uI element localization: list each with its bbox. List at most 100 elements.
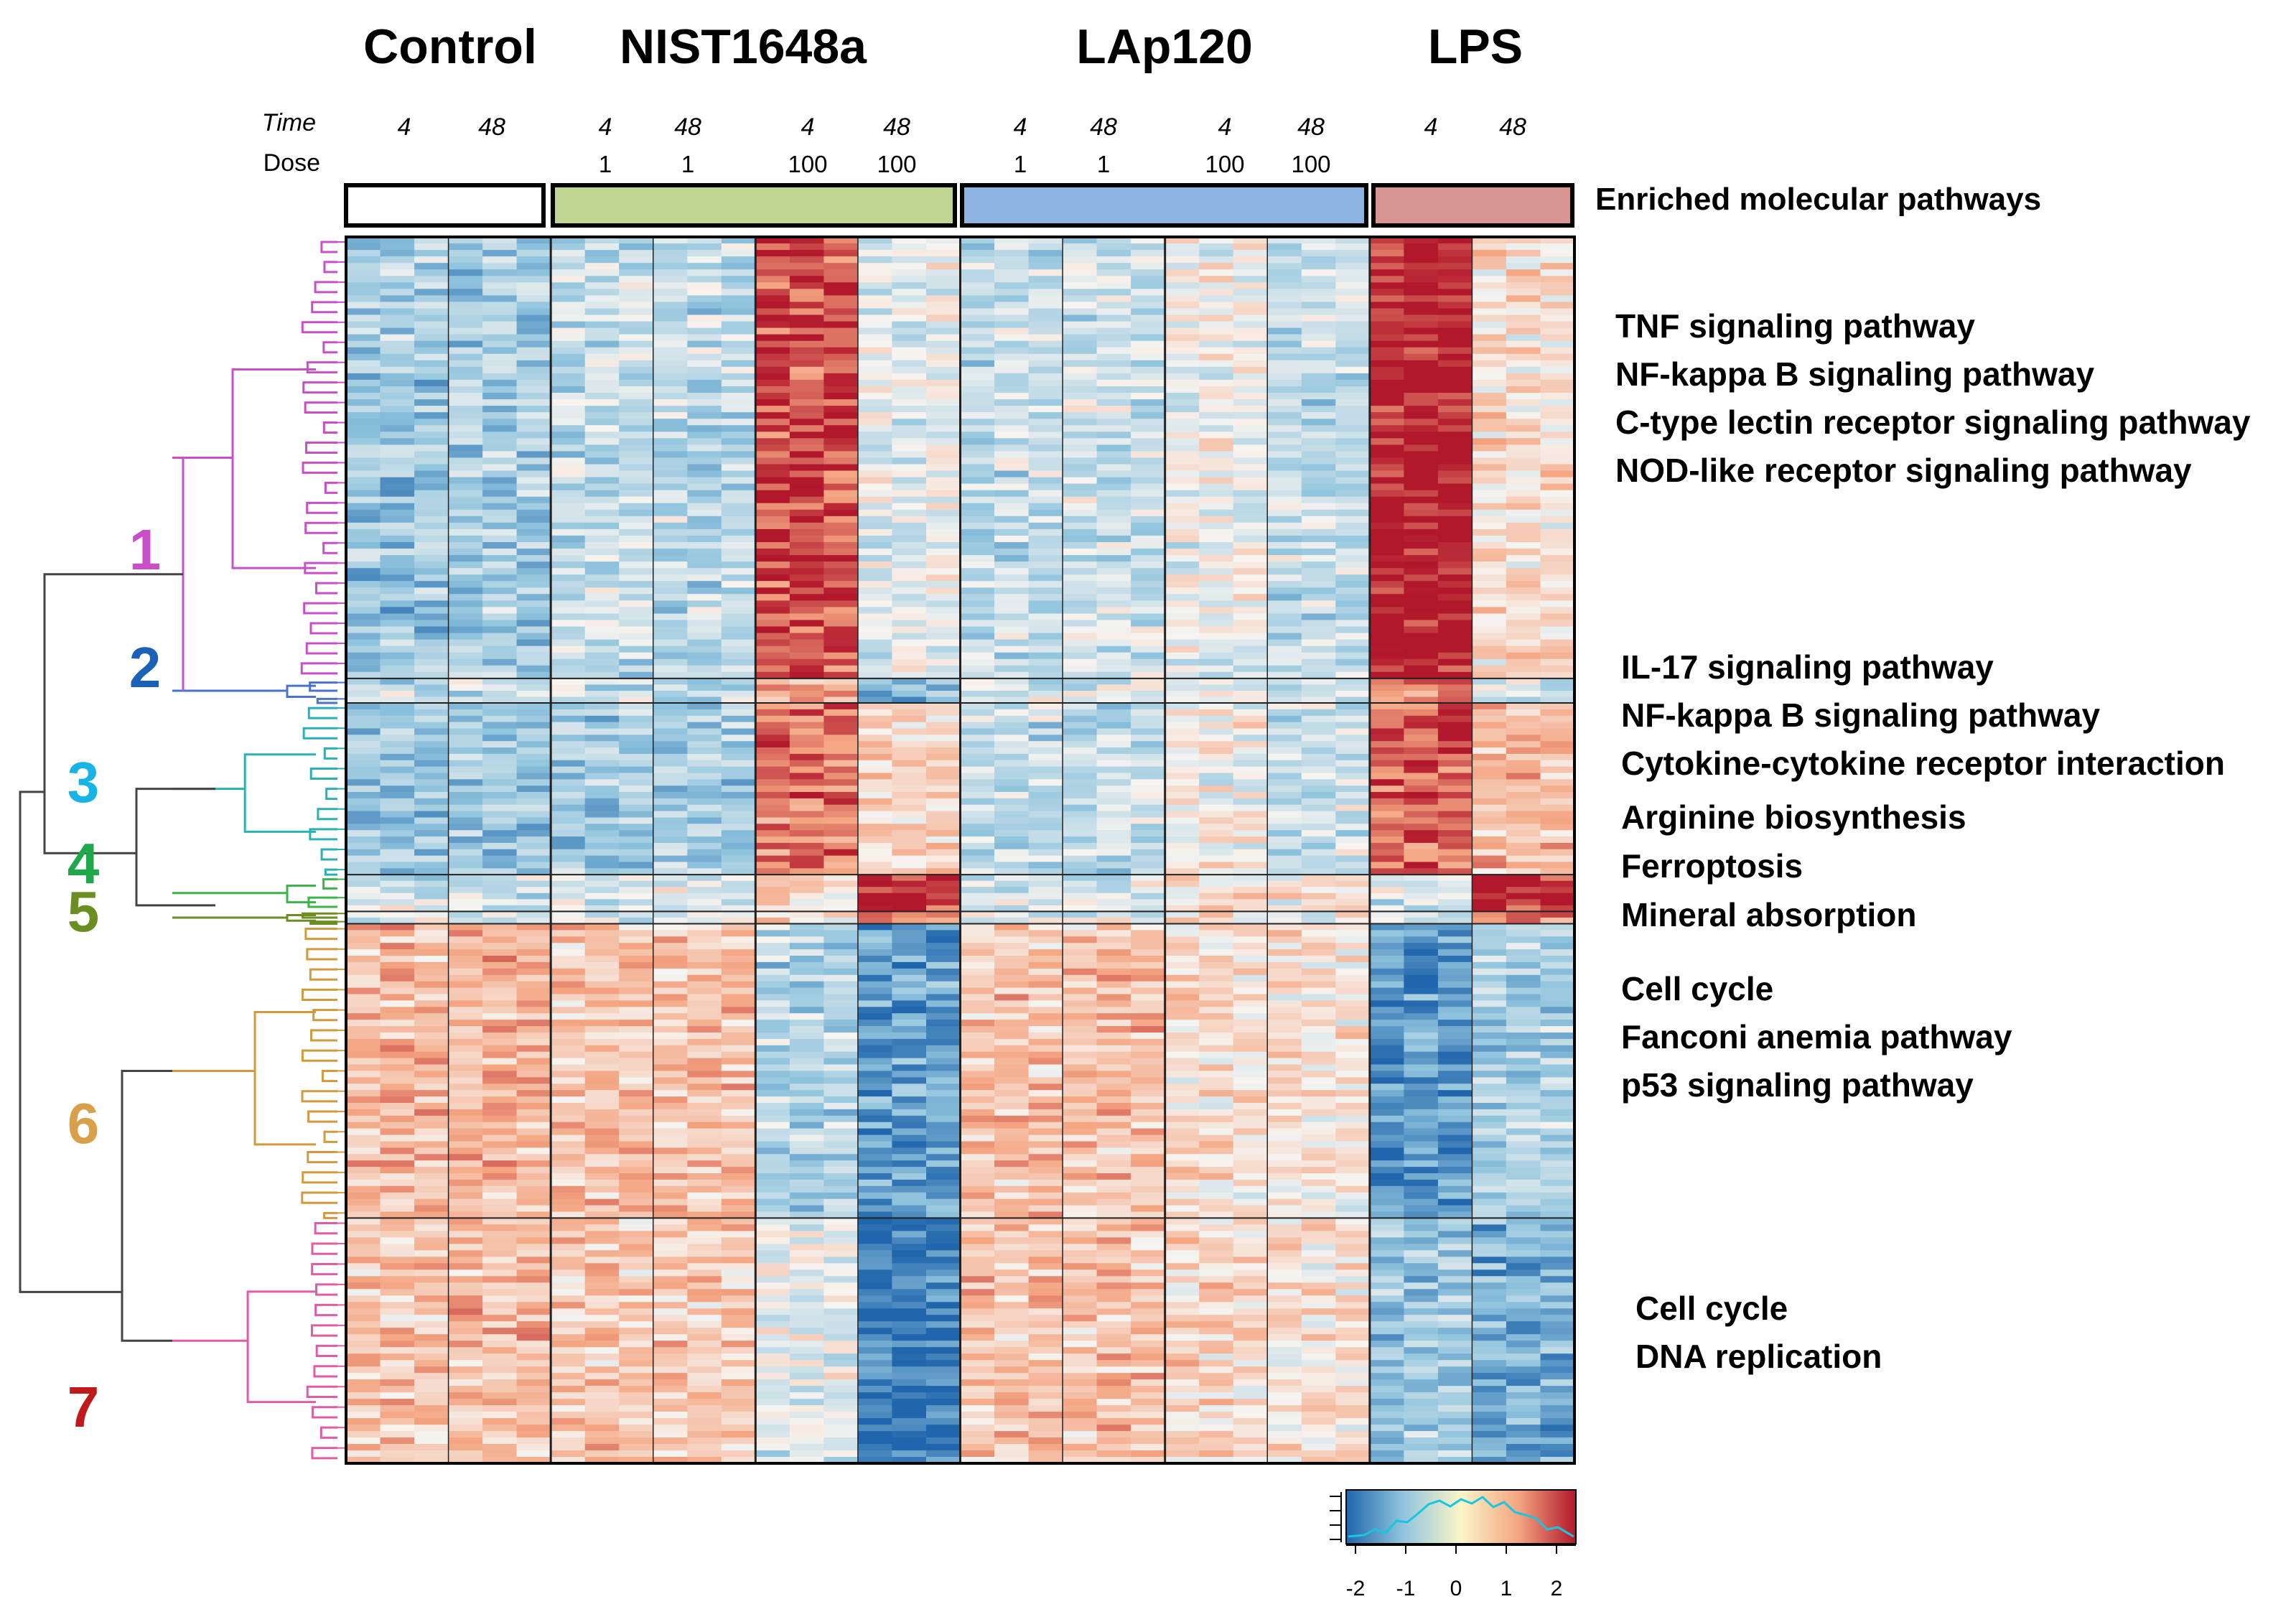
heatmap-cell: [346, 406, 381, 413]
heatmap-cell: [926, 496, 961, 504]
heatmap-cell: [346, 1103, 381, 1110]
heatmap-cell: [892, 987, 927, 995]
heatmap-cell: [1369, 792, 1404, 799]
heatmap-cell: [584, 1090, 620, 1097]
heatmap-cell: [1028, 360, 1063, 368]
heatmap-cell: [551, 561, 586, 569]
heatmap-cell: [1335, 836, 1371, 844]
heatmap-cell: [346, 308, 381, 316]
heatmap-cell: [892, 302, 927, 309]
heatmap-cell: [1131, 961, 1166, 969]
heatmap-cell: [1506, 483, 1541, 491]
heatmap-cell: [653, 1205, 688, 1213]
heatmap-cell: [1096, 868, 1131, 875]
heatmap-cell: [892, 678, 927, 685]
heatmap-cell: [755, 994, 790, 1001]
heatmap-cell: [1437, 256, 1473, 264]
heatmap-cell: [448, 444, 483, 452]
heatmap-cell: [721, 862, 756, 869]
heatmap-cell: [994, 1109, 1030, 1117]
heatmap-cell: [687, 766, 722, 774]
heatmap-cell: [789, 1013, 824, 1020]
heatmap-cell: [1335, 581, 1371, 588]
heatmap-cell: [926, 1038, 961, 1046]
heatmap-cell: [926, 1192, 961, 1200]
heatmap-cell: [1472, 691, 1507, 698]
heatmap-cell: [1096, 722, 1131, 730]
heatmap-cell: [1028, 276, 1063, 283]
heatmap-cell: [584, 1058, 620, 1066]
heatmap-cell: [721, 1154, 756, 1161]
heatmap-cell: [857, 696, 892, 704]
heatmap-cell: [755, 1167, 790, 1174]
heatmap-cell: [1096, 956, 1131, 963]
heatmap-cell: [653, 836, 688, 844]
heatmap-cell: [687, 1045, 722, 1053]
heatmap-cell: [1472, 613, 1507, 621]
heatmap-cell: [380, 798, 415, 806]
heatmap-cell: [892, 1007, 927, 1014]
heatmap-cell: [551, 1071, 586, 1078]
heatmap-cell: [926, 1198, 961, 1206]
heatmap-cell: [653, 830, 688, 837]
heatmap-cell: [789, 880, 824, 887]
heatmap-cell: [857, 880, 892, 887]
heatmap-cell: [926, 308, 961, 316]
heatmap-cell: [1540, 722, 1575, 730]
heatmap-cell: [1437, 334, 1473, 342]
heatmap-cell: [789, 792, 824, 799]
heatmap-cell: [926, 516, 961, 523]
heatmap-cell: [1063, 237, 1098, 244]
heatmap-cell: [1267, 581, 1302, 588]
heatmap-cell: [960, 1154, 995, 1161]
heatmap-cell: [1301, 594, 1336, 601]
heatmap-cell: [1301, 549, 1336, 556]
heatmap-cell: [1028, 516, 1063, 523]
heatmap-cell: [448, 399, 483, 406]
heatmap-cell: [1199, 483, 1234, 491]
heatmap-cell: [1267, 412, 1302, 419]
heatmap-cell: [1267, 880, 1302, 887]
heatmap-cell: [789, 911, 824, 918]
heatmap-cell: [1096, 855, 1131, 863]
heatmap-cell: [687, 987, 722, 995]
heatmap-cell: [1028, 936, 1063, 943]
heatmap-cell: [482, 1115, 518, 1123]
heatmap-cell: [584, 1007, 620, 1014]
heatmap-cell: [1369, 276, 1404, 283]
heatmap-cell: [1472, 905, 1507, 912]
heatmap-cell: [1301, 464, 1336, 472]
heatmap-cell: [414, 1038, 449, 1046]
heatmap-cell: [1472, 470, 1507, 478]
heatmap-cell: [1267, 432, 1302, 439]
heatmap-cell: [346, 961, 381, 969]
heatmap-cell: [1063, 1033, 1098, 1040]
heatmap-cell: [1131, 1192, 1166, 1200]
heatmap-cell: [1404, 308, 1439, 316]
heatmap-cell: [1267, 849, 1302, 857]
heatmap-cell: [551, 549, 586, 556]
heatmap-cell: [687, 1038, 722, 1046]
heatmap-cell: [789, 1173, 824, 1180]
heatmap-cell: [448, 994, 483, 1001]
heatmap-cell: [551, 1020, 586, 1027]
heatmap-cell: [619, 961, 654, 969]
heatmap-cell: [1063, 269, 1098, 276]
heatmap-cell: [516, 880, 551, 887]
heatmap-cell: [1369, 798, 1404, 806]
heatmap-cell: [346, 684, 381, 691]
heatmap-cell: [584, 798, 620, 806]
heatmap-cell: [823, 366, 859, 374]
heatmap-cell: [1131, 308, 1166, 316]
heatmap-cell: [994, 1064, 1030, 1071]
heatmap-cell: [823, 386, 859, 393]
heatmap-cell: [789, 535, 824, 543]
heatmap-cell: [994, 798, 1030, 806]
heatmap-cell: [960, 633, 995, 640]
heatmap-cell: [1096, 652, 1131, 660]
heatmap-cell: [1063, 594, 1098, 601]
heatmap-cell: [551, 766, 586, 774]
heatmap-cell: [994, 626, 1030, 634]
heatmap-cell: [380, 587, 415, 595]
heatmap-cell: [653, 715, 688, 723]
